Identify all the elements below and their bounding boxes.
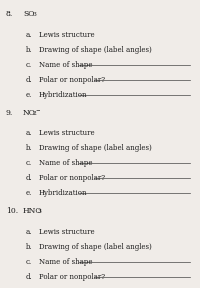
Text: Polar or nonpolar?: Polar or nonpolar?	[39, 174, 105, 182]
Text: 3: 3	[33, 12, 36, 17]
Text: SO: SO	[23, 10, 34, 18]
Text: 8.: 8.	[6, 10, 13, 18]
Text: a.: a.	[26, 228, 32, 236]
Text: c.: c.	[26, 258, 32, 266]
Text: Name of shape: Name of shape	[39, 258, 92, 266]
Text: e.: e.	[26, 91, 32, 99]
Text: a.: a.	[26, 31, 32, 39]
Text: NO: NO	[23, 109, 36, 117]
Text: Drawing of shape (label angles): Drawing of shape (label angles)	[39, 46, 152, 54]
Text: Polar or nonpolar?: Polar or nonpolar?	[39, 273, 105, 281]
Text: 10.: 10.	[6, 207, 18, 215]
Text: e.: e.	[26, 189, 32, 197]
Text: Lewis structure: Lewis structure	[39, 31, 95, 39]
Text: c.: c.	[26, 61, 32, 69]
Text: d.: d.	[26, 76, 33, 84]
Text: Drawing of shape (label angles): Drawing of shape (label angles)	[39, 144, 152, 152]
Text: d.: d.	[26, 273, 33, 281]
Text: HNO: HNO	[23, 207, 42, 215]
Text: 9.: 9.	[6, 109, 13, 117]
Text: d.: d.	[26, 174, 33, 182]
Text: Hybridization: Hybridization	[39, 189, 88, 197]
Text: Name of shape: Name of shape	[39, 159, 92, 167]
Text: Name of shape: Name of shape	[39, 61, 92, 69]
Text: a.: a.	[26, 129, 32, 137]
Text: b.: b.	[26, 243, 33, 251]
Text: Polar or nonpolar?: Polar or nonpolar?	[39, 76, 105, 84]
Text: 2: 2	[33, 111, 36, 116]
Text: Drawing of shape (label angles): Drawing of shape (label angles)	[39, 243, 152, 251]
Text: Hybridization: Hybridization	[39, 91, 88, 99]
Text: −: −	[35, 107, 40, 112]
Text: b.: b.	[26, 144, 33, 152]
Text: 3: 3	[37, 209, 41, 214]
Text: Lewis structure: Lewis structure	[39, 129, 95, 137]
Text: Lewis structure: Lewis structure	[39, 228, 95, 236]
Text: c.: c.	[26, 159, 32, 167]
Text: b.: b.	[26, 46, 33, 54]
